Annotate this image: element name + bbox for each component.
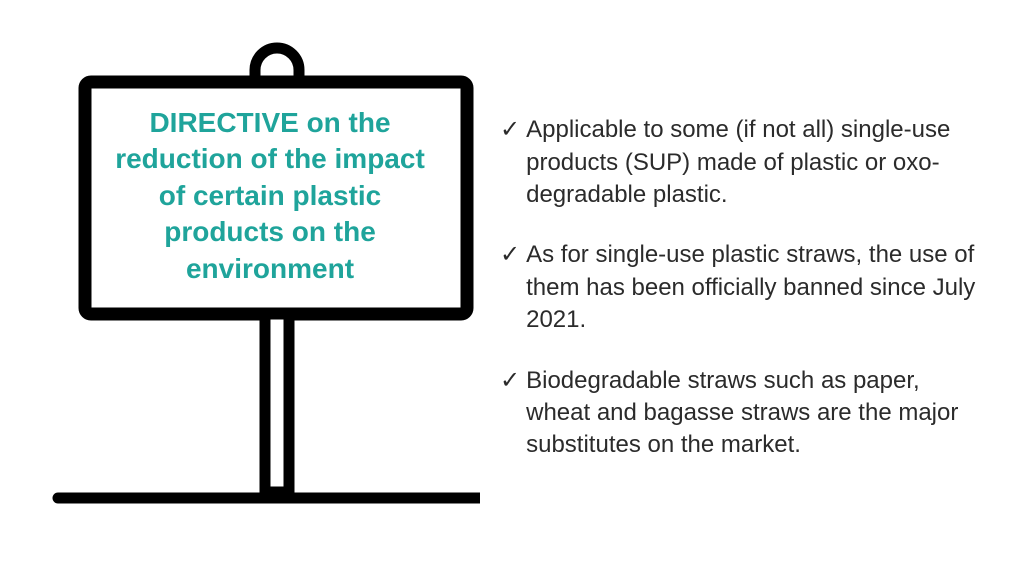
bullet-text: Biodegradable straws such as paper, whea… (526, 365, 984, 462)
bullet-text: As for single-use plastic straws, the us… (526, 239, 984, 336)
check-icon: ✓ (500, 114, 520, 211)
bullet-text: Applicable to some (if not all) single-u… (526, 114, 984, 211)
check-icon: ✓ (500, 239, 520, 336)
bullet-list: ✓ Applicable to some (if not all) single… (480, 114, 1024, 462)
list-item: ✓ Biodegradable straws such as paper, wh… (500, 365, 984, 462)
signboard-icon (40, 20, 480, 560)
sign-title: DIRECTIVE on the reduction of the impact… (100, 105, 440, 287)
list-item: ✓ Applicable to some (if not all) single… (500, 114, 984, 211)
list-item: ✓ As for single-use plastic straws, the … (500, 239, 984, 336)
slide-container: DIRECTIVE on the reduction of the impact… (0, 0, 1024, 576)
check-icon: ✓ (500, 365, 520, 462)
sign-area: DIRECTIVE on the reduction of the impact… (0, 0, 480, 576)
